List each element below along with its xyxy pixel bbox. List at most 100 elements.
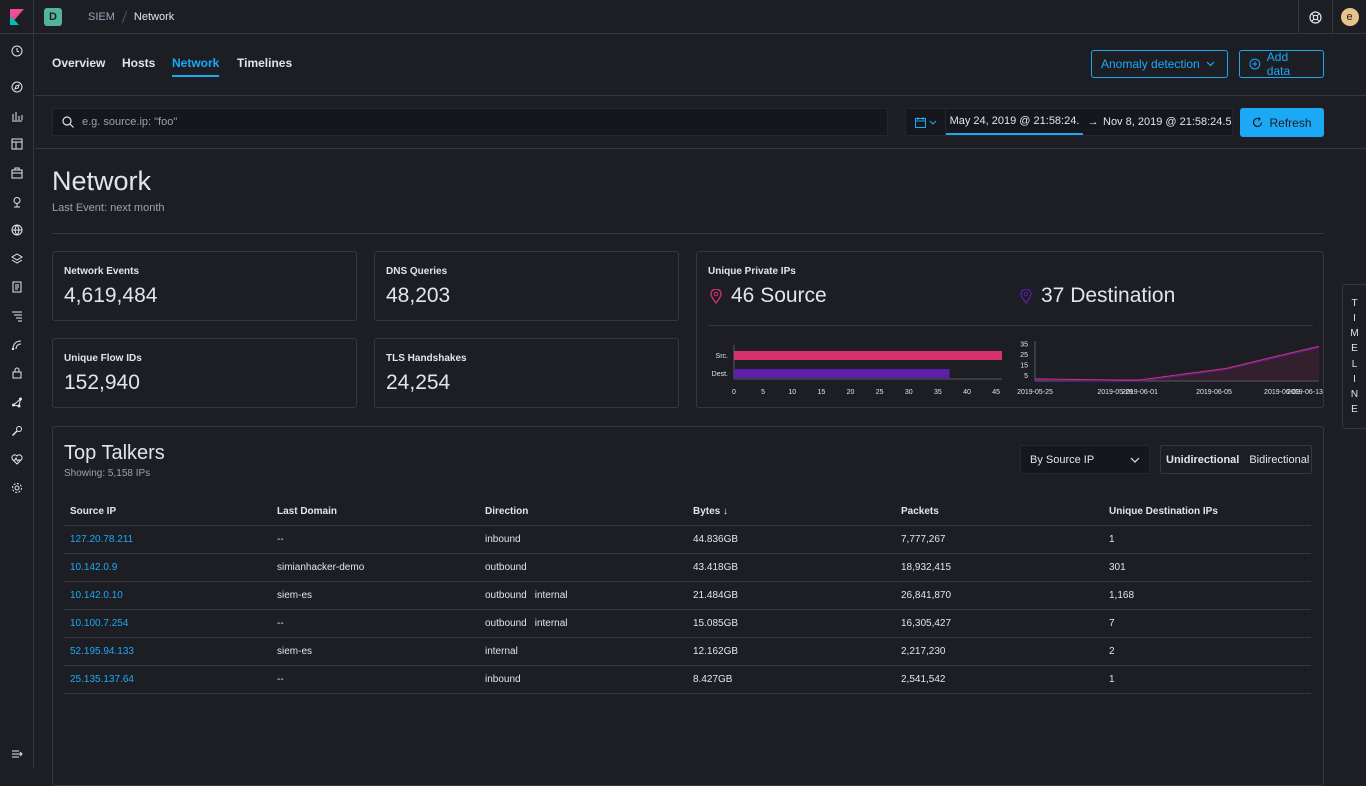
last-domain-cell[interactable]: siem-es xyxy=(271,581,479,610)
x-tick-label: 2019-06-05 xyxy=(1196,389,1232,396)
end-date[interactable]: Nov 8, 2019 @ 21:58:24.5 xyxy=(1103,116,1231,128)
timeline-tab-letter: E xyxy=(1351,404,1358,416)
unidirectional-toggle[interactable]: Unidirectional xyxy=(1166,453,1240,466)
kibana-logo[interactable] xyxy=(0,0,34,34)
top-talkers-panel: Top Talkers Showing: 5,158 IPs By Source… xyxy=(52,426,1324,786)
compass-icon[interactable] xyxy=(10,80,24,94)
last-domain-cell[interactable]: -- xyxy=(271,665,479,694)
collapse-nav-icon[interactable] xyxy=(10,747,24,761)
y-tick-label: 5 xyxy=(1024,373,1028,380)
graph-icon[interactable] xyxy=(10,395,24,409)
table-row: 52.195.94.133 siem-es internal 12.162GB 2,21… xyxy=(64,637,1311,666)
globe-icon[interactable] xyxy=(10,223,24,237)
col-source-ip[interactable]: Source IP xyxy=(64,499,271,526)
anomaly-detection-label: Anomaly detection xyxy=(1101,57,1200,71)
unique-destination-ips-cell: 2 xyxy=(1103,637,1311,666)
direction-cell: outbound internal xyxy=(479,609,687,638)
packets-cell: 18,932,415 xyxy=(895,553,1103,582)
direction-cell: inbound xyxy=(479,525,687,554)
refresh-label: Refresh xyxy=(1269,115,1312,130)
layers-icon[interactable] xyxy=(10,252,24,266)
table-header-row: Source IP Last Domain Direction Bytes ↓ … xyxy=(64,499,1311,526)
source-ip-link[interactable]: 127.20.78.211 xyxy=(64,525,271,554)
x-tick-label: 45 xyxy=(992,389,1000,396)
breadcrumb-siem[interactable]: SIEM xyxy=(88,10,115,23)
heartbeat-icon[interactable] xyxy=(10,452,24,466)
document-icon[interactable] xyxy=(10,280,24,294)
add-data-button[interactable]: Add data xyxy=(1239,50,1324,78)
direction-tag[interactable]: inbound xyxy=(485,673,521,685)
x-tick-label: 40 xyxy=(963,389,971,396)
source-ip-link[interactable]: 10.142.0.10 xyxy=(64,581,271,610)
timeline-tab-letter: N xyxy=(1350,388,1359,400)
tab-overview[interactable]: Overview xyxy=(52,56,106,70)
dns-queries-card: DNS Queries 48,203 xyxy=(374,251,679,321)
space-avatar[interactable]: D xyxy=(44,7,62,26)
direction-tag[interactable]: internal xyxy=(534,589,568,601)
private-ips-bar-chart: Src. Dest. 0 5 10 15 20 25 30 35 40 45 xyxy=(712,345,1002,396)
last-domain-cell[interactable]: siem-es xyxy=(271,637,479,666)
help-button[interactable] xyxy=(1298,0,1332,34)
source-ip-link[interactable]: 10.142.0.9 xyxy=(64,553,271,582)
source-ip-link[interactable]: 52.195.94.133 xyxy=(64,637,271,666)
bidirectional-toggle[interactable]: Bidirectional xyxy=(1249,453,1310,466)
last-domain-cell[interactable]: -- xyxy=(271,525,479,554)
bar-chart-icon[interactable] xyxy=(10,109,24,123)
tls-handshakes-label: TLS Handshakes xyxy=(386,353,467,364)
lock-icon[interactable] xyxy=(10,366,24,380)
briefcase-icon[interactable] xyxy=(10,166,24,180)
dns-queries-label: DNS Queries xyxy=(386,266,448,277)
add-data-label: Add data xyxy=(1266,50,1291,78)
direction-tag[interactable]: internal xyxy=(485,645,518,657)
unique-destination-ips-cell: 1 xyxy=(1103,665,1311,694)
refresh-button[interactable]: Refresh xyxy=(1240,108,1324,137)
filter-icon[interactable] xyxy=(10,309,24,323)
chevron-down-icon xyxy=(1206,61,1215,67)
x-tick-label: 2019-05-25 xyxy=(1017,389,1053,396)
date-range-arrow: → xyxy=(1087,116,1099,128)
tls-handshakes-card: TLS Handshakes 24,254 xyxy=(374,338,679,408)
user-avatar[interactable]: e xyxy=(1340,8,1359,26)
anomaly-detection-button[interactable]: Anomaly detection xyxy=(1091,50,1228,78)
tab-timelines[interactable]: Timelines xyxy=(237,56,293,70)
clock-icon[interactable] xyxy=(10,44,24,58)
source-ip-link[interactable]: 10.100.7.254 xyxy=(64,609,271,638)
col-last-domain: Last Domain xyxy=(271,499,479,526)
col-bytes[interactable]: Bytes ↓ xyxy=(687,499,895,526)
y-tick-label: 25 xyxy=(1020,352,1028,359)
search-input[interactable] xyxy=(82,116,862,128)
calendar-icon xyxy=(914,116,926,128)
map-pin-icon[interactable] xyxy=(10,195,24,209)
tab-network[interactable]: Network xyxy=(172,56,220,77)
search-box[interactable] xyxy=(52,108,888,136)
start-date[interactable]: May 24, 2019 @ 21:58:24. xyxy=(946,109,1083,135)
source-ip-link[interactable]: 25.135.137.64 xyxy=(64,665,271,694)
last-domain-cell[interactable]: -- xyxy=(271,609,479,638)
search-icon xyxy=(62,116,74,128)
last-domain-cell[interactable]: simianhacker-demo xyxy=(271,553,479,582)
x-tick-label: 5 xyxy=(761,389,765,396)
x-tick-label: 2019-06-09 xyxy=(1264,389,1300,396)
wrench-icon[interactable] xyxy=(10,424,24,438)
gear-icon[interactable] xyxy=(10,481,24,495)
tab-hosts[interactable]: Hosts xyxy=(122,56,156,70)
col-unique-destination-ips[interactable]: Unique Destination IPs xyxy=(1103,499,1311,526)
col-packets[interactable]: Packets xyxy=(895,499,1103,526)
direction-tag[interactable]: internal xyxy=(534,617,568,629)
dashboard-icon[interactable] xyxy=(10,137,24,151)
flow-target-select[interactable]: By Source IP xyxy=(1020,445,1150,474)
direction-tag[interactable]: outbound xyxy=(485,561,527,573)
kibana-logo-icon xyxy=(9,8,24,25)
breadcrumb-network: Network xyxy=(133,10,175,23)
direction-tag[interactable]: inbound xyxy=(485,533,521,545)
direction-tag[interactable]: outbound xyxy=(485,617,527,629)
unique-flow-ids-value: 152,940 xyxy=(64,371,140,394)
direction-tag[interactable]: outbound xyxy=(485,589,527,601)
apm-icon[interactable] xyxy=(10,338,24,352)
unique-destination-ips-cell: 1 xyxy=(1103,525,1311,554)
quick-date-menu-button[interactable] xyxy=(906,109,946,135)
query-bar: May 24, 2019 @ 21:58:24. → Nov 8, 2019 @… xyxy=(35,96,1366,149)
bytes-cell: 21.484GB xyxy=(687,581,895,610)
timeline-tab-letter: E xyxy=(1351,343,1358,355)
